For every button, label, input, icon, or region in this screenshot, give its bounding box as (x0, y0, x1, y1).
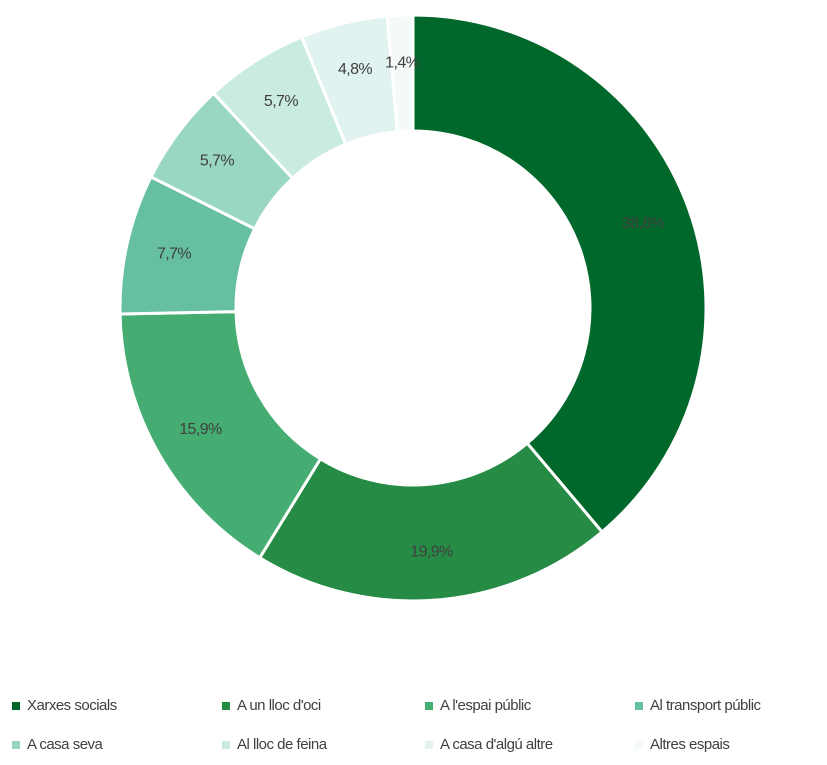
data-label: 5,7% (200, 152, 234, 169)
legend-label: Al transport públic (650, 697, 762, 714)
legend-marker (12, 702, 20, 710)
donut-slice (257, 441, 605, 603)
data-label: 5,7% (264, 93, 298, 110)
data-label: 19,9% (410, 544, 453, 561)
data-label: 15,9% (179, 421, 222, 438)
data-label: 38,8% (622, 215, 665, 232)
legend-label: Altres espais (650, 736, 729, 753)
legend-label: A casa seva (27, 736, 104, 753)
legend-label: A casa d'algú altre (440, 736, 553, 753)
donut-slice (118, 310, 323, 560)
data-label: 4,8% (338, 61, 372, 78)
donut-slice (385, 13, 415, 134)
legend-marker (425, 741, 433, 749)
legend-marker (635, 702, 643, 710)
legend-marker (635, 741, 643, 749)
legend-label: Al lloc de feina (237, 736, 328, 753)
data-label: 1,4% (385, 54, 419, 71)
legend-label: A un lloc d'oci (237, 697, 321, 714)
legend-marker (425, 702, 433, 710)
legend-label: Xarxes socials (27, 697, 117, 714)
donut-slice (411, 13, 708, 534)
legend-label: A l'espai públic (440, 697, 532, 714)
legend-marker (222, 741, 230, 749)
legend-marker (222, 702, 230, 710)
legend-marker (12, 741, 20, 749)
data-label: 7,7% (157, 245, 191, 262)
